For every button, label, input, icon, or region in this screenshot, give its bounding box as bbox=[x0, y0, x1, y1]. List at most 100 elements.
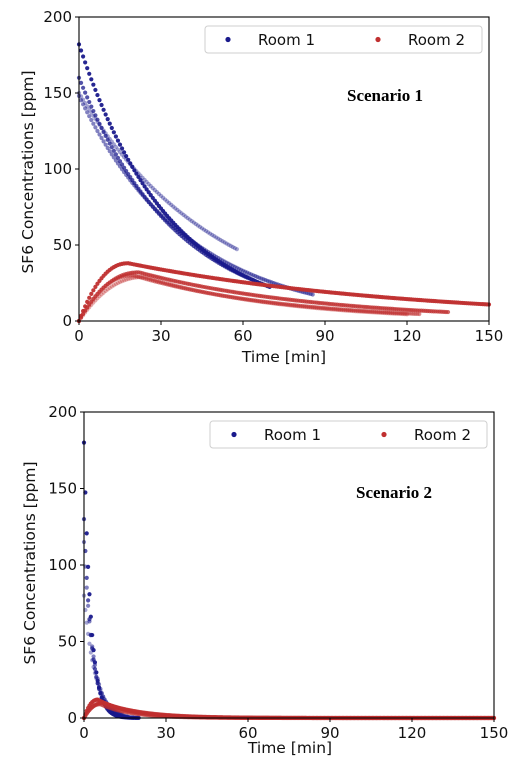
data-point bbox=[113, 134, 118, 139]
data-point bbox=[122, 150, 127, 155]
data-point bbox=[101, 107, 106, 112]
data-point bbox=[128, 276, 133, 281]
x-tick-label: 60 bbox=[238, 724, 257, 742]
data-point bbox=[78, 315, 84, 320]
data-point bbox=[372, 310, 377, 315]
data-point bbox=[378, 310, 383, 315]
data-point bbox=[105, 137, 110, 142]
data-point bbox=[158, 279, 164, 284]
data-point bbox=[87, 592, 92, 597]
data-point bbox=[220, 239, 225, 244]
x-axis-label: Time [min] bbox=[241, 348, 326, 366]
data-point bbox=[89, 77, 94, 82]
data-point bbox=[105, 134, 110, 139]
data-point bbox=[212, 234, 217, 239]
data-point bbox=[134, 171, 139, 176]
data-point bbox=[97, 121, 102, 126]
data-point bbox=[359, 309, 364, 314]
data-point bbox=[300, 304, 305, 309]
data-point bbox=[97, 122, 102, 127]
data-point bbox=[88, 632, 93, 637]
data-point bbox=[134, 169, 139, 174]
data-point bbox=[279, 302, 285, 307]
data-point bbox=[87, 114, 92, 119]
data-point bbox=[195, 288, 200, 293]
data-point bbox=[117, 142, 123, 147]
x-tick-label: 0 bbox=[74, 327, 84, 345]
data-point bbox=[173, 206, 178, 211]
y-tick-label: 200 bbox=[48, 403, 77, 421]
data-point bbox=[84, 531, 89, 536]
legend: Room 1 Room 2 bbox=[209, 420, 488, 449]
data-point bbox=[95, 676, 100, 681]
data-point bbox=[85, 307, 90, 312]
data-point bbox=[140, 181, 145, 186]
data-point bbox=[99, 292, 104, 297]
plot-frame bbox=[83, 411, 495, 719]
data-point bbox=[87, 619, 92, 624]
data-point bbox=[94, 676, 99, 681]
legend-marker-room-2 bbox=[375, 36, 381, 43]
x-tick-label: 120 bbox=[393, 327, 422, 345]
legend-box bbox=[204, 25, 483, 54]
data-point bbox=[232, 245, 237, 251]
data-point bbox=[95, 296, 100, 301]
data-point bbox=[95, 119, 100, 124]
data-point bbox=[290, 303, 295, 308]
data-point bbox=[181, 212, 186, 217]
data-point bbox=[370, 310, 375, 315]
data-point bbox=[216, 236, 221, 241]
data-point bbox=[103, 288, 108, 294]
data-point bbox=[212, 292, 217, 297]
data-point bbox=[242, 297, 248, 302]
data-point bbox=[173, 283, 178, 288]
data-point bbox=[142, 184, 147, 189]
data-point bbox=[204, 290, 209, 295]
data-point bbox=[230, 295, 235, 300]
data-point bbox=[156, 191, 162, 197]
data-point bbox=[99, 102, 104, 108]
data-point bbox=[126, 159, 131, 165]
data-point bbox=[165, 281, 170, 286]
data-point bbox=[103, 112, 108, 117]
data-point bbox=[97, 98, 102, 103]
data-point bbox=[94, 670, 99, 675]
y-axis-label: SF6 Concentrations [ppm] bbox=[19, 70, 37, 273]
data-point bbox=[320, 306, 326, 311]
data-point bbox=[81, 97, 86, 102]
data-point bbox=[197, 289, 203, 294]
data-point bbox=[230, 244, 235, 250]
data-point bbox=[214, 292, 219, 297]
y-tick-label: 150 bbox=[43, 84, 72, 102]
data-point bbox=[86, 631, 91, 636]
data-point bbox=[122, 154, 127, 160]
data-point bbox=[308, 305, 313, 310]
data-point bbox=[351, 308, 356, 314]
data-point bbox=[119, 279, 125, 284]
data-point bbox=[247, 297, 252, 303]
series-room-1 bbox=[81, 440, 141, 721]
data-point bbox=[376, 310, 381, 315]
data-point bbox=[175, 284, 180, 289]
data-point bbox=[105, 145, 110, 151]
data-point bbox=[271, 301, 276, 306]
data-point bbox=[95, 117, 100, 122]
data-point bbox=[240, 297, 246, 302]
x-tick-label: 0 bbox=[79, 724, 89, 742]
data-point bbox=[171, 282, 176, 288]
data-point bbox=[265, 300, 270, 305]
data-point bbox=[218, 237, 223, 243]
data-point bbox=[81, 54, 86, 59]
data-point bbox=[292, 303, 297, 308]
data-point bbox=[78, 48, 84, 53]
y-tick-label: 50 bbox=[58, 633, 77, 651]
x-tick-label: 150 bbox=[480, 724, 509, 742]
legend-marker-room-1 bbox=[231, 431, 237, 438]
data-point bbox=[322, 306, 328, 311]
data-point bbox=[158, 193, 164, 198]
data-point bbox=[97, 294, 102, 299]
data-point bbox=[99, 125, 104, 130]
legend-label-room-1: Room 1 bbox=[258, 31, 315, 49]
data-point bbox=[343, 308, 348, 313]
data-point bbox=[261, 300, 266, 305]
